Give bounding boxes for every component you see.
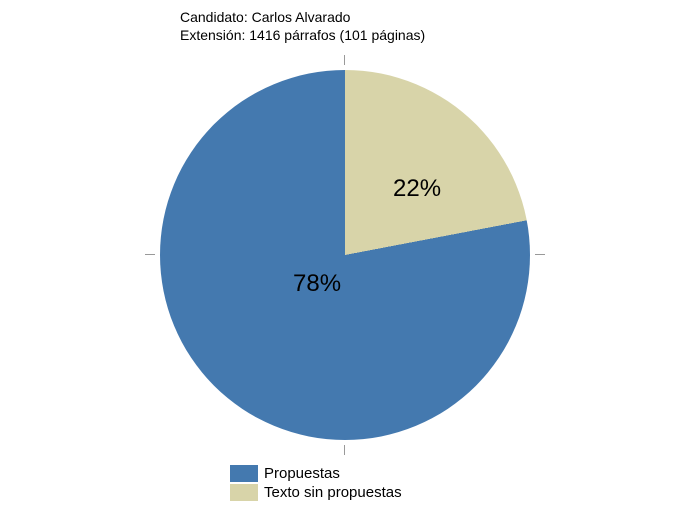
header-line-1: Candidato: Carlos Alvarado [180, 8, 425, 26]
legend-label-propuestas: Propuestas [264, 465, 340, 482]
legend: Propuestas Texto sin propuestas [230, 465, 402, 503]
axis-tick-right [535, 254, 545, 255]
legend-swatch-texto-sin-propuestas [230, 484, 258, 501]
slice-label-texto-sin-propuestas: 22% [393, 175, 441, 203]
legend-item-propuestas: Propuestas [230, 465, 402, 482]
legend-swatch-propuestas [230, 465, 258, 482]
pie-chart: 78% 22% [145, 55, 545, 455]
axis-tick-top [344, 55, 345, 65]
axis-tick-left [145, 254, 155, 255]
slice-label-propuestas: 78% [293, 270, 341, 298]
chart-header: Candidato: Carlos Alvarado Extensión: 14… [180, 8, 425, 44]
legend-item-texto-sin-propuestas: Texto sin propuestas [230, 484, 402, 501]
pie-circle [160, 70, 530, 440]
legend-label-texto-sin-propuestas: Texto sin propuestas [264, 484, 402, 501]
axis-tick-bottom [344, 445, 345, 455]
header-line-2: Extensión: 1416 párrafos (101 páginas) [180, 26, 425, 44]
